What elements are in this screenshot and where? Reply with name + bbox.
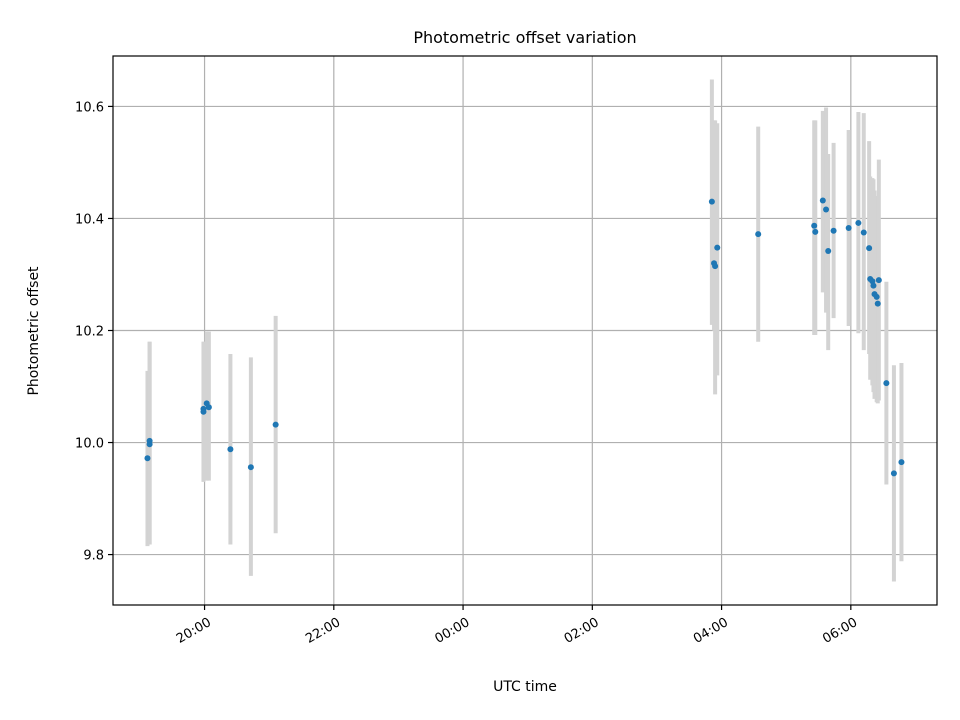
data-point	[146, 441, 153, 448]
x-tick-label: 04:00	[691, 615, 731, 647]
x-axis-label: UTC time	[493, 679, 557, 695]
data-point	[200, 408, 207, 415]
axis-ticks: 20:00 22:00 00:00 02:00 04:00 06:00 9.8 10.0 10.…	[75, 100, 860, 646]
data-point	[890, 470, 897, 477]
x-tick-label: 00:00	[433, 615, 473, 647]
data-point	[869, 278, 876, 285]
data-points	[144, 197, 905, 477]
data-point	[819, 197, 826, 204]
y-tick-label: 9.8	[83, 549, 104, 564]
data-point	[860, 229, 867, 236]
data-point	[823, 206, 830, 213]
data-point	[712, 263, 719, 270]
data-point	[708, 198, 715, 205]
data-point	[875, 277, 882, 284]
data-point	[205, 404, 212, 411]
y-tick-label: 10.4	[75, 212, 104, 227]
data-point	[873, 293, 880, 300]
data-point	[825, 247, 832, 254]
data-point	[883, 380, 890, 387]
data-point	[874, 300, 881, 307]
x-tick-label: 06:00	[820, 615, 860, 647]
x-tick-label: 20:00	[174, 615, 214, 647]
data-point	[811, 222, 818, 229]
y-tick-label: 10.0	[75, 437, 104, 452]
data-point	[714, 244, 721, 251]
y-tick-label: 10.6	[75, 100, 104, 115]
data-point	[866, 245, 873, 252]
data-point	[898, 459, 905, 466]
data-point	[272, 421, 279, 428]
data-point	[227, 446, 234, 453]
data-point	[855, 219, 862, 226]
y-axis-label: Photometric offset	[26, 266, 42, 396]
x-tick-label: 02:00	[562, 615, 602, 647]
data-point	[755, 231, 762, 238]
data-point	[144, 455, 151, 462]
chart-title: Photometric offset variation	[413, 28, 636, 47]
data-point	[830, 227, 837, 234]
data-point	[845, 224, 852, 231]
data-point	[247, 464, 254, 471]
x-tick-label: 22:00	[303, 615, 343, 647]
y-tick-label: 10.2	[75, 325, 104, 340]
data-point	[870, 282, 877, 289]
data-point	[812, 228, 819, 235]
